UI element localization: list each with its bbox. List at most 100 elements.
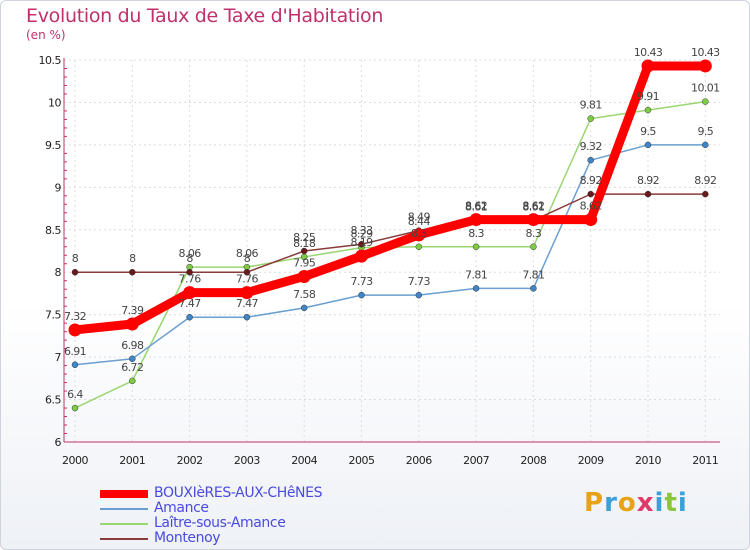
data-label-2: 8.3 — [411, 227, 427, 240]
series-line-2 — [74, 100, 706, 409]
series-point-3 — [587, 190, 594, 198]
legend-swatch-laitre — [100, 522, 148, 525]
data-label-3: 8 — [129, 252, 136, 265]
series-point-0 — [526, 213, 540, 227]
series-point-2 — [644, 106, 652, 114]
data-label-1: 9.5 — [640, 125, 656, 138]
proxiti-logo: Proxiti — [584, 488, 688, 518]
series-point-3 — [71, 268, 79, 276]
data-labels: 6.91 6.98 7.47 7.47 7.58 7.73 7.73 7.81 7.81 9.32… — [64, 46, 721, 401]
x-tick-label: 2002 — [177, 454, 203, 467]
data-label-0: 7.95 — [293, 256, 316, 269]
series-point-2 — [530, 243, 537, 251]
data-label-2: 9.91 — [637, 90, 659, 103]
series-point-1 — [530, 285, 537, 292]
series-point-0 — [183, 286, 197, 300]
data-label-1: 7.58 — [293, 288, 316, 301]
x-tick-label: 2005 — [349, 454, 375, 467]
series-line-3 — [75, 193, 706, 273]
legend-label-montenoy: Montenoy — [154, 530, 221, 546]
grid — [64, 59, 720, 443]
data-label-0: 7.39 — [121, 304, 144, 317]
legend-label-amance: Amance — [154, 500, 209, 516]
series-point-1 — [186, 313, 193, 321]
x-tick-label: 2009 — [578, 454, 604, 467]
data-label-3: 8.92 — [637, 174, 659, 187]
y-tick-label: 8 — [55, 266, 62, 279]
data-label-3: 8.49 — [408, 211, 431, 224]
legend-item-bouxieres: BOUXIèRES-AUX-CHêNES — [100, 486, 322, 501]
data-label-0: 7.32 — [64, 310, 86, 323]
x-tick-label: 2008 — [520, 454, 546, 467]
data-label-1: 7.73 — [350, 275, 373, 288]
x-tick-label: 2003 — [234, 454, 260, 467]
series-point-0 — [469, 213, 483, 227]
legend: BOUXIèRES-AUX-CHêNES Amance Laître-sous-… — [100, 486, 322, 546]
data-label-0: 8.62 — [522, 200, 544, 213]
series-point-0 — [240, 286, 254, 300]
y-tick-label: 10.5 — [39, 54, 62, 67]
series-point-1 — [644, 141, 652, 149]
series-point-1 — [71, 361, 79, 369]
series-point-3 — [186, 268, 193, 276]
legend-label-bouxieres: BOUXIèRES-AUX-CHêNES — [154, 485, 323, 501]
data-label-2: 8.29 — [350, 228, 373, 241]
series-point-1 — [587, 156, 594, 164]
legend-swatch-amance — [100, 507, 148, 510]
series-point-1 — [300, 304, 308, 312]
data-label-3: 8.61 — [522, 200, 544, 213]
data-label-1: 6.98 — [121, 339, 144, 352]
series-point-2 — [71, 404, 79, 412]
y-tick-label: 8.5 — [45, 224, 61, 237]
y-tick-label: 6.5 — [45, 394, 61, 407]
data-label-2: 8.3 — [526, 227, 542, 240]
legend-swatch-bouxieres — [100, 489, 148, 498]
series-point-2 — [702, 98, 709, 105]
y-tick-label: 7.5 — [45, 309, 61, 322]
data-label-1: 9.5 — [697, 125, 713, 138]
data-label-0: 8.62 — [580, 200, 602, 213]
data-label-3: 8 — [244, 252, 251, 265]
data-label-0: 8.62 — [465, 200, 487, 213]
data-label-2: 8.18 — [293, 237, 316, 250]
series-point-2 — [415, 243, 423, 251]
data-label-0: 7.76 — [179, 273, 202, 286]
chart-title: Evolution du Taux de Taxe d'Habitation — [26, 5, 384, 27]
data-label-1: 6.91 — [64, 345, 86, 358]
legend-item-laitre: Laître-sous-Amance — [100, 516, 322, 531]
series-point-2 — [587, 115, 594, 122]
x-tick-label: 2001 — [119, 454, 145, 467]
data-label-1: 7.47 — [179, 297, 202, 310]
series-point-0 — [584, 213, 598, 227]
data-label-0: 7.76 — [236, 273, 259, 286]
series-point-2 — [129, 377, 136, 385]
data-label-0: 10.43 — [691, 46, 720, 59]
data-label-3: 8 — [72, 252, 79, 265]
data-label-1: 7.81 — [465, 268, 487, 281]
series-line-1 — [74, 144, 706, 366]
series-point-3 — [300, 247, 308, 255]
series-point-2 — [472, 243, 480, 251]
legend-swatch-montenoy — [100, 537, 148, 540]
series-point-1 — [472, 285, 480, 292]
x-tick-label: 2011 — [692, 454, 718, 467]
data-label-3: 8.61 — [465, 200, 487, 213]
series-point-3 — [644, 190, 652, 198]
x-tick-label: 2006 — [406, 454, 432, 467]
data-label-3: 8.92 — [694, 174, 716, 187]
series-point-0 — [641, 59, 655, 73]
x-tick-label: 2010 — [635, 454, 661, 467]
data-label-2: 6.4 — [67, 388, 83, 401]
data-label-2: 9.81 — [580, 99, 602, 112]
series-point-3 — [358, 240, 365, 248]
y-tick-label: 9.5 — [45, 139, 61, 152]
series-point-1 — [415, 291, 423, 299]
series-point-1 — [702, 141, 709, 149]
y-tick-label: 7 — [55, 351, 62, 364]
series-point-0 — [698, 59, 712, 73]
x-tick-label: 2000 — [62, 454, 88, 467]
series-line-0 — [74, 61, 706, 335]
